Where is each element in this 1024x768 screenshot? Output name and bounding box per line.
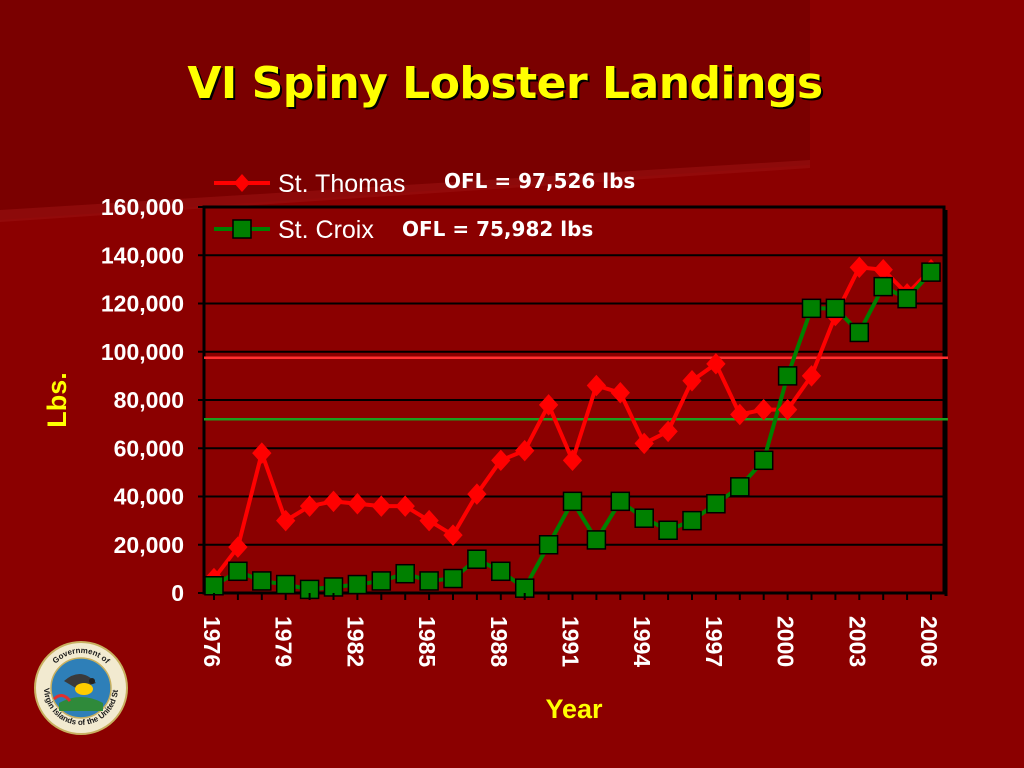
data-point-st-thomas bbox=[299, 495, 320, 517]
data-point-st-croix bbox=[730, 477, 750, 497]
data-point-st-croix bbox=[395, 563, 415, 584]
data-point-st-croix bbox=[777, 366, 798, 386]
data-point-st-croix bbox=[658, 520, 678, 541]
data-point-st-croix bbox=[443, 568, 463, 589]
data-point-st-croix bbox=[706, 493, 726, 514]
data-point-st-thomas bbox=[419, 509, 439, 532]
legend-label: St. Croix bbox=[278, 216, 374, 244]
ofl-annotation: OFL = 75,982 lbs bbox=[402, 217, 593, 241]
y-tick-label: 100,000 bbox=[101, 339, 184, 365]
ofl-annotation: OFL = 97,526 lbs bbox=[444, 169, 635, 193]
data-point-st-thomas bbox=[754, 398, 774, 421]
data-point-st-thomas bbox=[849, 256, 869, 279]
data-point-st-croix bbox=[610, 491, 631, 512]
data-point-st-croix bbox=[419, 571, 439, 591]
x-tick-label: 1982 bbox=[342, 616, 368, 667]
y-tick-label: 40,000 bbox=[114, 484, 184, 510]
data-point-st-thomas bbox=[371, 495, 391, 517]
data-point-st-croix bbox=[204, 576, 224, 596]
x-tick-label: 2003 bbox=[844, 616, 870, 667]
data-point-st-croix bbox=[921, 262, 941, 282]
data-point-st-thomas bbox=[491, 449, 511, 472]
legend-label: St. Thomas bbox=[278, 170, 405, 198]
data-point-st-thomas bbox=[706, 353, 726, 375]
data-point-st-croix bbox=[897, 288, 917, 309]
y-tick-label: 60,000 bbox=[114, 435, 184, 461]
data-point-st-thomas bbox=[610, 382, 630, 404]
x-axis-title: Year bbox=[545, 694, 603, 724]
data-point-st-thomas bbox=[634, 432, 654, 455]
y-tick-label: 140,000 bbox=[101, 242, 184, 268]
data-point-st-thomas bbox=[682, 369, 702, 392]
data-point-st-croix bbox=[371, 571, 392, 591]
x-tick-label: 1985 bbox=[414, 616, 440, 667]
x-tick-label: 1994 bbox=[629, 616, 655, 667]
data-point-st-thomas bbox=[323, 490, 344, 513]
x-tick-label: 1991 bbox=[558, 616, 584, 667]
data-point-st-thomas bbox=[538, 394, 559, 416]
data-point-st-thomas bbox=[515, 439, 535, 462]
data-point-st-thomas bbox=[730, 403, 750, 426]
data-point-st-thomas bbox=[443, 524, 463, 546]
data-point-st-croix bbox=[562, 491, 583, 512]
data-point-st-croix bbox=[467, 549, 487, 569]
x-tick-label: 1988 bbox=[486, 616, 512, 667]
data-point-st-croix bbox=[491, 561, 511, 582]
data-point-st-croix bbox=[801, 298, 822, 319]
data-point-st-thomas bbox=[658, 420, 678, 443]
data-point-st-croix bbox=[873, 276, 893, 297]
data-point-st-croix bbox=[682, 510, 702, 531]
data-point-st-croix bbox=[753, 450, 774, 471]
data-point-st-thomas bbox=[276, 509, 296, 532]
x-tick-label: 2000 bbox=[773, 616, 799, 667]
data-point-st-thomas bbox=[228, 536, 248, 558]
data-point-st-croix bbox=[275, 574, 296, 595]
slide-title: VI Spiny Lobster Landings bbox=[187, 58, 823, 109]
data-point-st-thomas bbox=[467, 483, 487, 505]
data-point-st-croix bbox=[634, 508, 654, 528]
data-point-st-croix bbox=[252, 571, 272, 591]
data-point-st-croix bbox=[849, 322, 870, 343]
legend-marker bbox=[232, 219, 252, 239]
x-tick-label: 1979 bbox=[271, 616, 297, 667]
y-tick-label: 80,000 bbox=[114, 387, 184, 413]
data-point-st-thomas bbox=[586, 374, 607, 397]
data-point-st-thomas bbox=[801, 365, 822, 387]
y-tick-label: 120,000 bbox=[101, 291, 184, 317]
x-tick-label: 2006 bbox=[916, 616, 942, 667]
data-point-st-thomas bbox=[347, 492, 368, 515]
x-tick-label: 1976 bbox=[199, 616, 225, 667]
y-axis-title: Lbs. bbox=[42, 372, 72, 428]
y-tick-label: 20,000 bbox=[114, 532, 184, 558]
data-point-st-croix bbox=[586, 530, 607, 550]
data-point-st-croix bbox=[228, 561, 248, 582]
government-seal-logo: Government of the Virgin Islands of the … bbox=[34, 641, 128, 735]
x-tick-label: 1997 bbox=[701, 616, 727, 667]
data-point-st-croix bbox=[538, 535, 559, 555]
y-tick-label: 0 bbox=[171, 580, 184, 606]
data-point-st-thomas bbox=[395, 495, 415, 517]
data-point-st-thomas bbox=[562, 449, 583, 472]
legend-marker bbox=[234, 174, 250, 192]
data-point-st-croix bbox=[347, 574, 368, 595]
data-point-st-thomas bbox=[252, 442, 272, 464]
data-point-st-croix bbox=[825, 298, 846, 319]
data-point-st-thomas bbox=[777, 398, 798, 421]
y-tick-label: 160,000 bbox=[101, 194, 184, 220]
